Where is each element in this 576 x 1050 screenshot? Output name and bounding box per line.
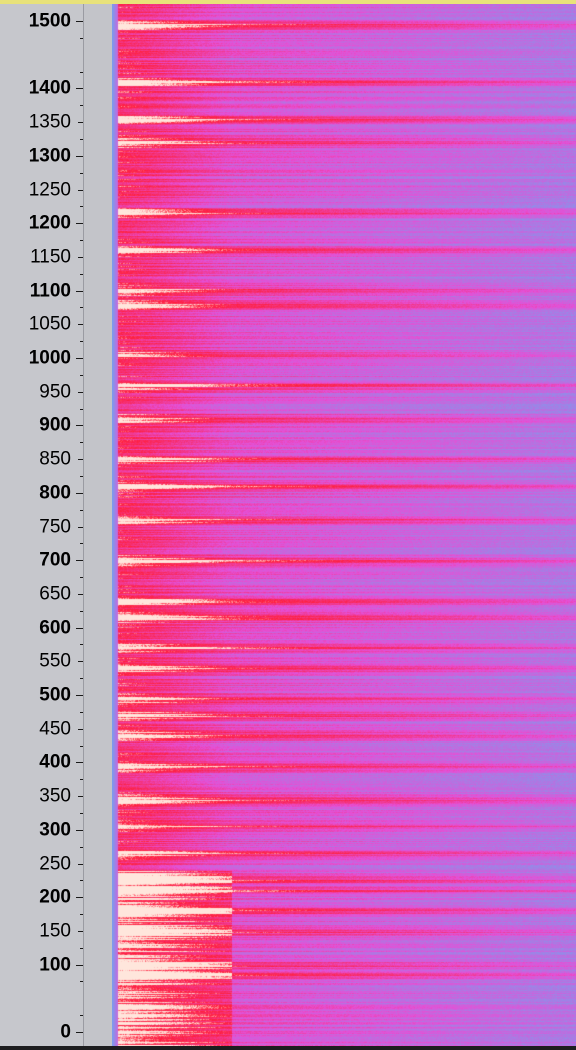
ruler-tick-label: 800 [39,482,71,504]
ruler-tick-mark [78,796,83,797]
ruler-tick-mark [76,88,83,89]
ruler-minor-tick [80,173,83,174]
ruler-tick-mark [76,156,83,157]
ruler-tick-mark [76,628,83,629]
ruler-minor-tick [80,914,83,915]
track-bottom-border [0,1046,576,1050]
ruler-tick-mark [76,223,83,224]
ruler-minor-tick [80,577,83,578]
ruler-tick-mark [76,493,83,494]
ruler-tick-mark [78,190,83,191]
ruler-tick-mark [76,21,83,22]
ruler-tick-mark [78,257,83,258]
ruler-tick-mark [78,392,83,393]
ruler-tick-mark [76,695,83,696]
ruler-tick-mark [78,324,83,325]
ruler-tick-mark [76,762,83,763]
ruler-minor-tick [80,72,83,73]
ruler-tick-label: 300 [39,819,71,841]
ruler-tick-label: 500 [39,684,71,706]
spectrogram-canvas[interactable] [112,0,576,1050]
ruler-minor-tick [80,847,83,848]
frequency-ruler[interactable]: 1500 1400 1350 1300 1250 1200 1150 1100 1050 1000… [0,0,84,1050]
ruler-tick-mark [76,358,83,359]
ruler-tick-mark [76,830,83,831]
ruler-tick-label: 1100 [29,280,71,302]
ruler-minor-tick [80,746,83,747]
ruler-tick-label: 650 [39,583,71,605]
ruler-minor-tick [80,644,83,645]
ruler-tick-label: 550 [39,650,71,672]
ruler-minor-tick [80,240,83,241]
ruler-minor-tick [80,1015,83,1016]
ruler-minor-tick [80,274,83,275]
ruler-tick-label: 1050 [28,313,71,335]
ruler-tick-label: 200 [39,886,71,908]
ruler-tick-label: 1200 [28,212,71,234]
ruler-tick-mark [78,931,83,932]
ruler-tick-mark [76,1032,83,1033]
ruler-tick-label: 600 [39,617,71,639]
track-left-margin [84,0,112,1050]
ruler-tick-label: 250 [39,853,71,874]
spectrogram-view[interactable] [112,0,576,1050]
ruler-tick-label: 1000 [28,347,71,369]
ruler-tick-mark [78,661,83,662]
ruler-minor-tick [80,678,83,679]
ruler-tick-mark [76,291,83,292]
ruler-tick-label: 750 [39,516,71,537]
ruler-minor-tick [80,206,83,207]
ruler-minor-tick [80,813,83,814]
ruler-minor-tick [80,341,83,342]
ruler-minor-tick [80,880,83,881]
track-top-border [0,0,576,4]
ruler-tick-mark [78,122,83,123]
ruler-tick-label: 0 [60,1021,71,1043]
ruler-tick-label: 1250 [28,179,71,200]
ruler-tick-mark [76,560,83,561]
ruler-tick-mark [78,459,83,460]
ruler-tick-label: 400 [39,751,71,773]
ruler-tick-label: 1300 [28,145,71,167]
ruler-tick-label: 850 [39,448,71,470]
ruler-minor-tick [80,442,83,443]
ruler-tick-mark [76,897,83,898]
ruler-tick-label: 150 [39,920,71,942]
ruler-tick-mark [78,729,83,730]
ruler-tick-label: 350 [39,785,71,807]
ruler-minor-tick [80,375,83,376]
ruler-tick-label: 1500 [28,10,71,32]
ruler-minor-tick [80,139,83,140]
ruler-minor-tick [80,307,83,308]
ruler-tick-mark [78,594,83,595]
ruler-tick-label: 1350 [28,111,71,133]
ruler-minor-tick [80,510,83,511]
ruler-tick-label: 950 [39,381,71,403]
ruler-minor-tick [80,981,83,982]
ruler-minor-tick [80,409,83,410]
ruler-minor-tick [80,476,83,477]
ruler-tick-label: 700 [39,549,71,571]
ruler-minor-tick [80,611,83,612]
ruler-tick-label: 1400 [28,77,71,99]
ruler-tick-label: 450 [39,718,71,740]
ruler-tick-mark [76,965,83,966]
ruler-tick-mark [78,527,83,528]
ruler-minor-tick [80,38,83,39]
ruler-minor-tick [80,543,83,544]
ruler-tick-mark [78,864,83,865]
ruler-tick-label: 900 [39,414,71,436]
ruler-minor-tick [80,948,83,949]
ruler-tick-label: 100 [39,954,71,976]
ruler-minor-tick [80,712,83,713]
ruler-minor-tick [80,105,83,106]
ruler-tick-mark [76,425,83,426]
ruler-minor-tick [80,779,83,780]
ruler-tick-label: 1150 [30,246,71,268]
